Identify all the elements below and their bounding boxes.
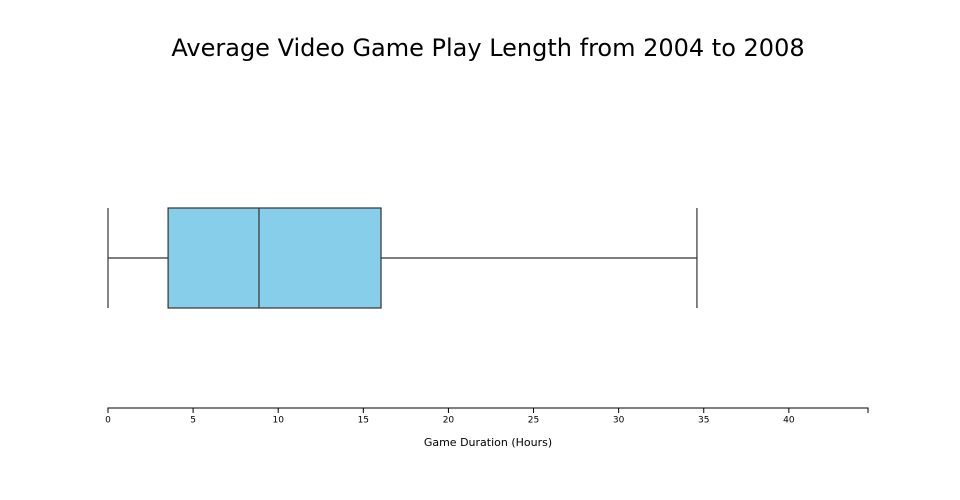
x-tick-label: 5 [190, 416, 196, 426]
x-tick-label: 25 [528, 416, 539, 426]
x-tick-label: 20 [443, 416, 455, 426]
chart-title: Average Video Game Play Length from 2004… [171, 34, 804, 62]
box [167, 207, 382, 309]
x-tick-label: 15 [358, 416, 369, 426]
x-tick-label: 0 [105, 416, 111, 426]
x-tick-label: 40 [783, 416, 795, 426]
x-tick-label: 10 [272, 416, 284, 426]
x-tick-label: 35 [698, 416, 709, 426]
x-tick-label: 30 [613, 416, 625, 426]
x-axis-label: Game Duration (Hours) [424, 436, 552, 449]
x-axis-line [107, 407, 869, 413]
